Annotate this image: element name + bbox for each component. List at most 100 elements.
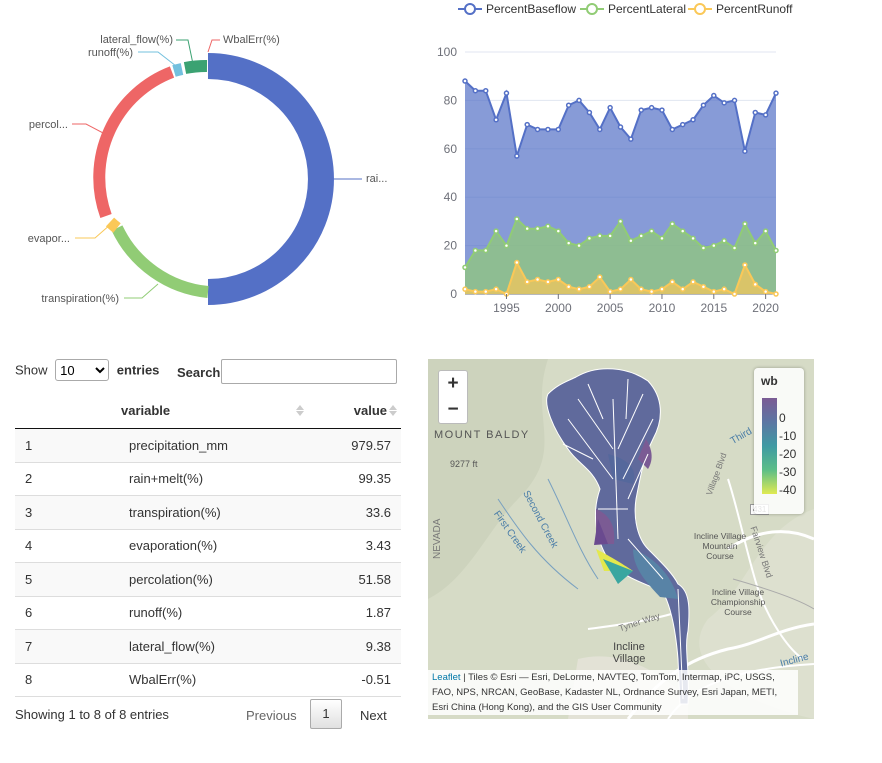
series-point[interactable] bbox=[503, 242, 510, 249]
series-point[interactable] bbox=[679, 286, 686, 292]
series-point[interactable] bbox=[659, 235, 665, 242]
series-point[interactable] bbox=[472, 87, 479, 94]
series-point[interactable] bbox=[617, 124, 624, 130]
series-point[interactable] bbox=[545, 126, 551, 133]
series-point[interactable] bbox=[555, 228, 562, 234]
series-point[interactable] bbox=[711, 242, 717, 249]
series-point[interactable] bbox=[721, 100, 727, 106]
map-widget[interactable]: + − MOUNT BALDY 9277 ft Second Creek Fir… bbox=[428, 359, 814, 719]
series-point[interactable] bbox=[472, 247, 479, 254]
series-point[interactable] bbox=[607, 288, 613, 295]
donut-slice-runoff[interactable] bbox=[172, 63, 184, 77]
series-point[interactable] bbox=[762, 288, 769, 295]
zoom-in-button[interactable]: + bbox=[438, 370, 468, 398]
series-point[interactable] bbox=[711, 288, 717, 295]
column-header-variable[interactable]: variable bbox=[71, 392, 315, 429]
series-point[interactable] bbox=[752, 281, 759, 288]
series-point[interactable] bbox=[545, 279, 551, 285]
series-point[interactable] bbox=[482, 288, 489, 295]
column-header-index[interactable] bbox=[15, 392, 71, 429]
series-point[interactable] bbox=[638, 233, 644, 239]
series-point[interactable] bbox=[576, 242, 582, 249]
series-point[interactable] bbox=[711, 92, 717, 99]
series-point[interactable] bbox=[524, 279, 530, 285]
series-point[interactable] bbox=[742, 221, 748, 227]
series-point[interactable] bbox=[690, 279, 696, 285]
series-point[interactable] bbox=[597, 274, 603, 280]
series-point[interactable] bbox=[597, 126, 603, 133]
series-point[interactable] bbox=[628, 136, 634, 142]
leaflet-link[interactable]: Leaflet bbox=[432, 672, 461, 683]
page-1-button[interactable]: 1 bbox=[310, 699, 342, 729]
entries-select[interactable]: 10 bbox=[55, 359, 110, 381]
series-point[interactable] bbox=[493, 286, 499, 292]
series-point[interactable] bbox=[628, 276, 634, 283]
series-point[interactable] bbox=[607, 233, 613, 239]
series-point[interactable] bbox=[565, 283, 572, 290]
series-point[interactable] bbox=[545, 223, 551, 229]
series-point[interactable] bbox=[700, 245, 707, 251]
legend-item-2[interactable]: PercentRunoff bbox=[688, 2, 793, 16]
legend-item-1[interactable]: PercentLateral bbox=[580, 2, 686, 16]
series-point[interactable] bbox=[669, 221, 676, 227]
series-point[interactable] bbox=[597, 233, 603, 239]
series-point[interactable] bbox=[472, 288, 479, 295]
series-point[interactable] bbox=[586, 109, 593, 116]
series-point[interactable] bbox=[659, 286, 665, 292]
series-point[interactable] bbox=[586, 235, 593, 242]
series-point[interactable] bbox=[690, 117, 696, 123]
series-point[interactable] bbox=[534, 225, 541, 232]
series-point[interactable] bbox=[534, 126, 541, 133]
series-point[interactable] bbox=[503, 90, 510, 96]
donut-slice-transpiration[interactable] bbox=[111, 225, 209, 298]
zoom-out-button[interactable]: − bbox=[438, 397, 468, 424]
series-point[interactable] bbox=[534, 276, 541, 283]
series-point[interactable] bbox=[731, 245, 738, 251]
series-point[interactable] bbox=[482, 247, 489, 254]
series-point[interactable] bbox=[493, 117, 499, 123]
series-point[interactable] bbox=[638, 286, 644, 292]
donut-slice-rain[interactable] bbox=[207, 53, 334, 305]
series-point[interactable] bbox=[482, 87, 489, 94]
series-point[interactable] bbox=[493, 228, 499, 234]
series-point[interactable] bbox=[773, 247, 779, 254]
series-point[interactable] bbox=[617, 218, 624, 225]
series-point[interactable] bbox=[555, 126, 562, 133]
series-point[interactable] bbox=[648, 104, 655, 111]
series-point[interactable] bbox=[514, 259, 520, 266]
donut-slice-percolation[interactable] bbox=[93, 66, 175, 219]
search-input[interactable] bbox=[221, 359, 397, 384]
series-point[interactable] bbox=[742, 148, 748, 154]
series-point[interactable] bbox=[638, 107, 644, 113]
next-button[interactable]: Next bbox=[360, 708, 387, 723]
series-point[interactable] bbox=[586, 283, 593, 290]
series-point[interactable] bbox=[773, 291, 779, 297]
series-point[interactable] bbox=[524, 121, 530, 128]
series-point[interactable] bbox=[679, 228, 686, 234]
column-header-value[interactable]: value bbox=[314, 392, 401, 429]
series-point[interactable] bbox=[731, 291, 738, 297]
series-point[interactable] bbox=[648, 288, 655, 295]
series-point[interactable] bbox=[648, 228, 655, 234]
series-point[interactable] bbox=[773, 90, 779, 96]
series-point[interactable] bbox=[762, 112, 769, 118]
series-point[interactable] bbox=[762, 228, 769, 234]
legend-item-0[interactable]: PercentBaseflow bbox=[458, 2, 576, 16]
series-point[interactable] bbox=[690, 235, 696, 242]
series-point[interactable] bbox=[679, 121, 686, 128]
donut-slice-lateral[interactable] bbox=[183, 59, 208, 74]
series-point[interactable] bbox=[752, 240, 759, 246]
series-point[interactable] bbox=[576, 97, 582, 104]
series-point[interactable] bbox=[669, 126, 676, 133]
series-point[interactable] bbox=[731, 97, 738, 104]
series-point[interactable] bbox=[617, 286, 624, 292]
series-point[interactable] bbox=[514, 153, 520, 159]
series-point[interactable] bbox=[462, 286, 468, 292]
series-point[interactable] bbox=[721, 286, 727, 292]
series-point[interactable] bbox=[524, 225, 530, 232]
series-point[interactable] bbox=[555, 276, 562, 283]
series-point[interactable] bbox=[462, 78, 468, 84]
series-point[interactable] bbox=[721, 238, 727, 244]
series-point[interactable] bbox=[742, 262, 748, 268]
series-point[interactable] bbox=[700, 102, 707, 108]
